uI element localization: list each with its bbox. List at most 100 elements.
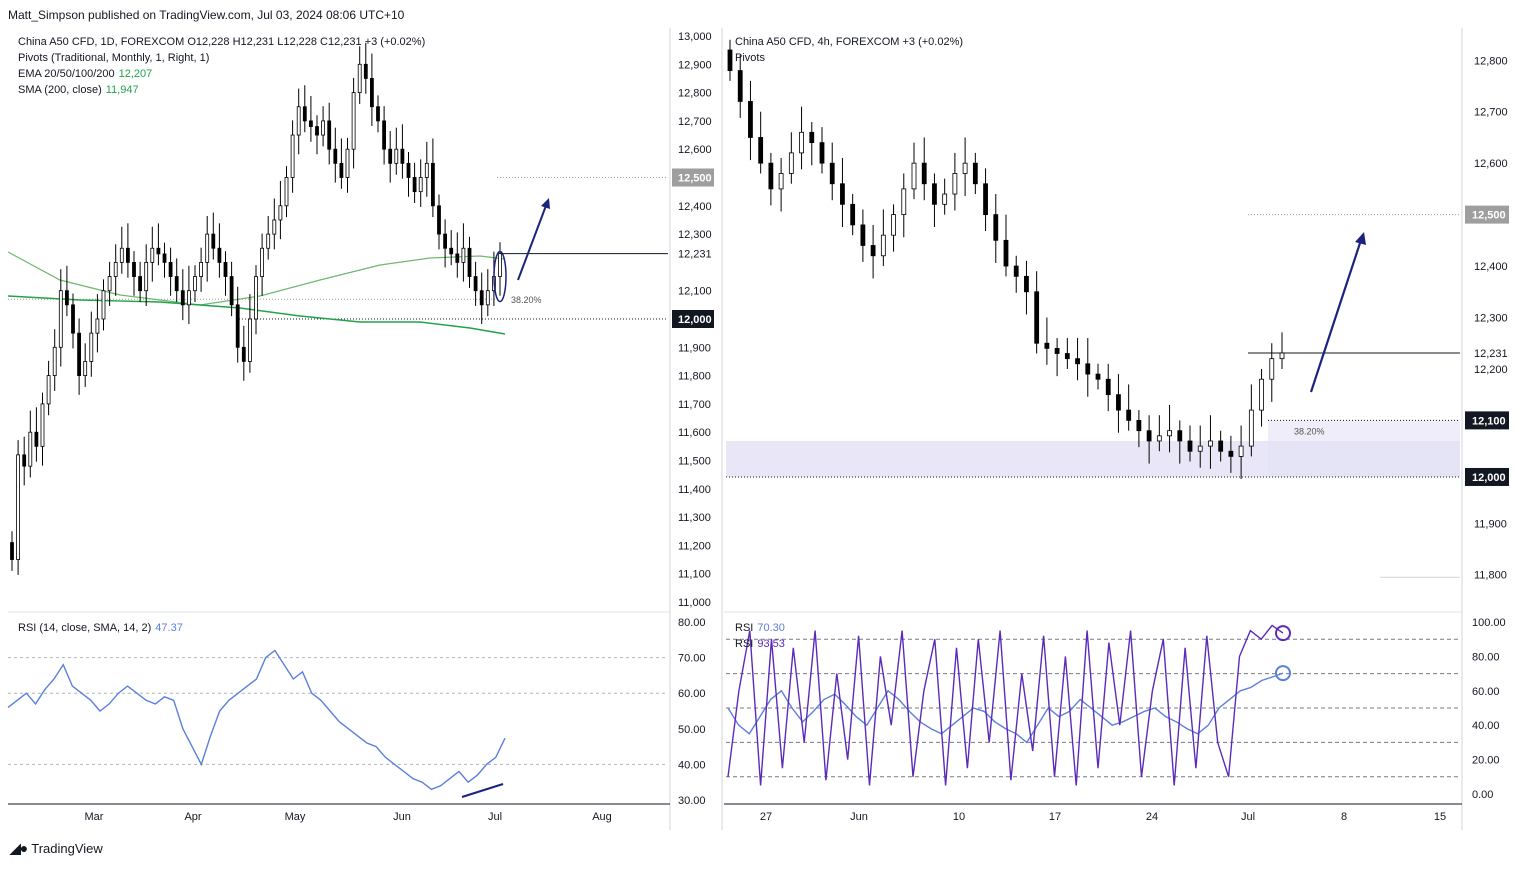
right-price-tick: 12,300 [1474,313,1508,325]
right-candle-body [1167,430,1172,437]
left-candle-body [28,431,33,467]
left-price-tick: 11,100 [678,569,711,581]
right-price-tick: 12,200 [1474,364,1508,376]
right-candle-body [901,188,907,216]
left-candle-body [16,454,21,560]
right-level2-tag-text: 12,000 [1472,472,1506,484]
left-price-tick: 11,500 [678,456,711,468]
right-rsi2-highlight [1275,625,1291,642]
right-candle-body [870,245,876,257]
right-candle-body [1126,409,1132,421]
left-legend-sma[interactable]: SMA (200, close) 11,947 [18,82,425,98]
tradingview-logo-icon: ◢● [10,840,28,856]
left-candle-body [467,247,472,277]
left-arrow-shaft [517,202,548,281]
left-fib-label: 38.20% [511,295,542,305]
right-candle-body [829,162,835,185]
right-candle-body [1085,363,1091,375]
left-price-tick: 11,200 [678,540,711,552]
left-price-tick: 12,600 [678,144,712,156]
tradingview-footer[interactable]: ◢● TradingView [10,840,103,857]
left-rsi-tick: 40.00 [678,759,706,771]
left-candle-body [284,177,289,207]
left-candle-body [144,261,149,292]
right-candle-body [727,49,733,71]
right-price-tick: 12,400 [1474,261,1508,273]
right-time-tick: 15 [1434,811,1446,823]
right-legend-pivots[interactable]: Pivots [735,52,765,64]
right-rsi-tick: 40.00 [1472,720,1500,732]
right-candle-body [1105,378,1111,396]
left-candle-body [266,233,271,249]
left-candle-body [77,332,81,376]
right-rsi-legend: RSI 70.30 RSI 93.53 [735,620,789,652]
left-legend-pivots[interactable]: Pivots (Traditional, Monthly, 1, Right, … [18,52,210,64]
left-pivot-high-tag-text: 12,500 [678,173,712,185]
right-candle-body [1156,435,1162,442]
left-candle-body [10,542,14,560]
left-candle-body [199,261,204,277]
left-pivot-high-tag [672,168,714,187]
left-candle-body [83,361,88,377]
left-rsi-value: 47.37 [155,622,183,634]
left-time-tick: Mar [85,811,104,823]
right-candle-body [1248,409,1254,447]
right-candle-body [799,131,804,154]
right-candle-body [1146,430,1152,442]
left-time-tick: Aug [592,811,612,823]
right-rsi-tick: 80.00 [1472,651,1500,663]
right-candle-body [1279,352,1285,360]
left-candle-body [400,148,405,164]
right-time-tick: Jun [850,811,868,823]
right-candle-body [1003,239,1009,267]
right-rsi-tick: 60.00 [1472,686,1500,698]
right-pivot-high-tag-text: 12,500 [1472,210,1506,222]
right-rsi-2[interactable]: RSI 93.53 [735,636,789,652]
right-candle-body [1116,394,1121,411]
right-rsi-highlight [1275,665,1291,682]
right-legend-symbol[interactable]: China A50 CFD, 4h, FOREXCOM +3 (+0.02%) [735,36,964,48]
right-rsi-1[interactable]: RSI 70.30 [735,620,789,636]
left-candle-body [107,276,112,292]
publisher-header: Matt_Simpson published on TradingView.co… [8,8,405,22]
right-time-tick: 17 [1049,811,1061,823]
right-level2-tag [1465,467,1509,486]
right-candle-body [1064,353,1070,360]
right-arrow-shaft [1309,239,1363,393]
right-candle-body [891,214,896,236]
left-candle-body [498,253,502,277]
left-price-tick: 11,800 [678,371,711,383]
left-candle-body [193,276,197,292]
right-candle-body [952,173,958,195]
left-candle-body [180,290,185,306]
left-legend-symbol[interactable]: China A50 CFD, 1D, FOREXCOM O12,228 H12,… [18,36,426,48]
left-candle-body [315,126,319,136]
left-rsi-legend[interactable]: RSI (14, close, SMA, 14, 2) 47.37 [18,620,187,636]
left-legend-ema[interactable]: EMA 20/50/100/200 12,207 [18,66,425,82]
right-candle-body [1218,440,1224,452]
left-price-tick: 12,800 [678,88,712,100]
right-price-tick: 11,900 [1474,518,1507,530]
left-rsi-tick: 70.00 [678,653,706,665]
left-rsi-line [7,649,506,791]
left-price-tick: 12,400 [678,201,712,213]
left-time-tick: Jul [488,811,502,823]
right-candle-body [1024,275,1029,293]
left-price-tick: 11,600 [678,427,711,439]
right-candle-body [1177,430,1183,442]
left-candle-body [357,63,362,94]
left-candle-body [126,247,130,263]
left-candle-body [34,431,39,447]
left-candle-body [388,148,393,164]
right-candle-body [1238,445,1244,457]
left-rsi-tick: 30.00 [678,795,706,807]
right-candle-body [993,214,999,241]
right-candle-body [1208,440,1213,447]
right-candle-body [1228,450,1234,457]
right-current-price-text: 12,231 [1474,348,1508,360]
left-sma-line [7,295,506,335]
left-candle-body [46,375,51,405]
left-candle-body [113,261,118,277]
